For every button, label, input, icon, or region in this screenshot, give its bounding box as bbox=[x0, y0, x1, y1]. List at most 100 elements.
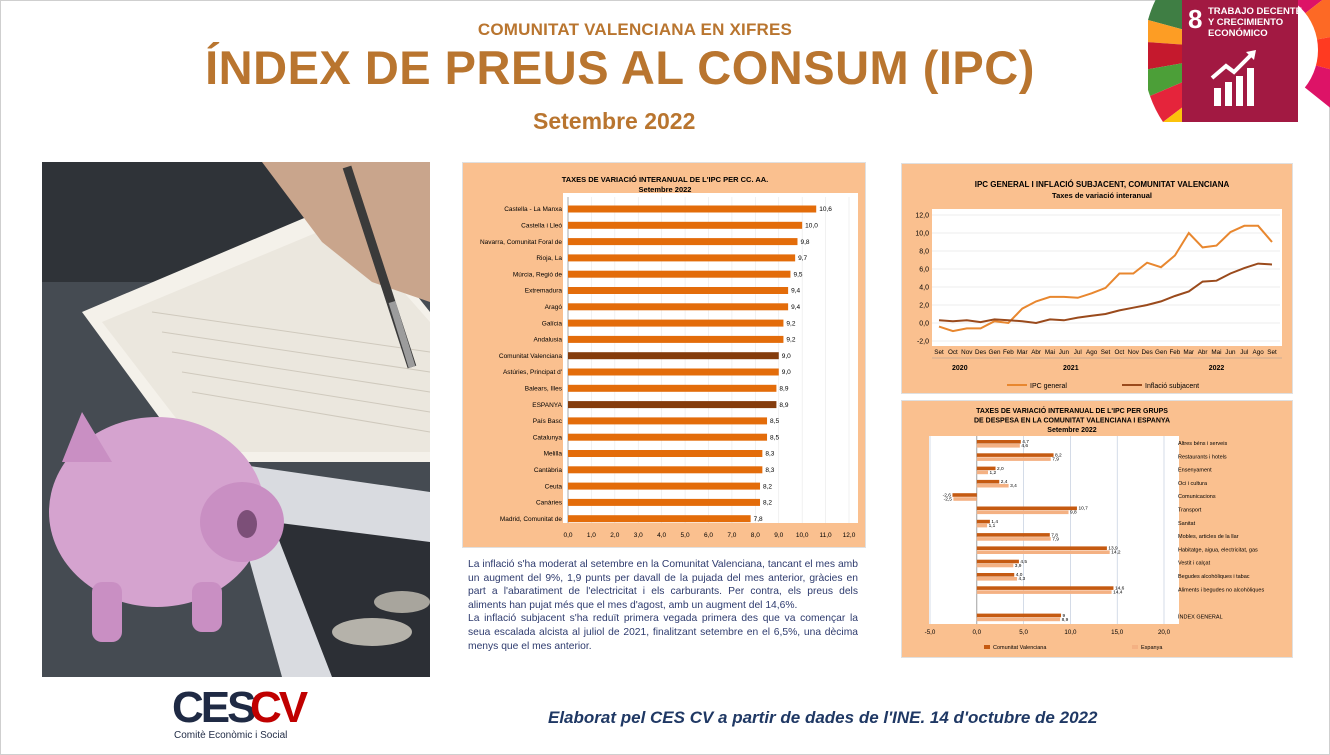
y-tick-label: 8,0 bbox=[919, 249, 929, 256]
value-label: 13,9 bbox=[1108, 546, 1118, 552]
y-tick-label: 0,0 bbox=[919, 321, 929, 328]
bar bbox=[976, 563, 1014, 568]
bar bbox=[976, 577, 1018, 581]
value-label: 7,9 bbox=[1052, 457, 1059, 463]
year-label: 2022 bbox=[1209, 365, 1225, 372]
x-tick-label: Des bbox=[975, 349, 986, 356]
value-label: 9,4 bbox=[791, 304, 800, 311]
x-tick-label: Oct bbox=[948, 349, 958, 356]
value-label: 3,4 bbox=[1010, 483, 1017, 489]
x-tick-label: 11,0 bbox=[819, 532, 832, 539]
x-tick-label: 4,0 bbox=[657, 532, 666, 539]
x-tick-label: 15,0 bbox=[1111, 629, 1124, 636]
value-label: 4,0 bbox=[1016, 572, 1023, 578]
x-tick-label: 10,0 bbox=[1064, 629, 1077, 636]
plot-area bbox=[929, 436, 1179, 624]
x-tick-label: Ago bbox=[1086, 349, 1098, 356]
ipc-line-chart-panel: IPC GENERAL I INFLACIÓ SUBJACENT, COMUNI… bbox=[901, 163, 1293, 394]
bar bbox=[976, 457, 1051, 461]
bar bbox=[568, 417, 768, 425]
category-label: Castella i Lleó bbox=[521, 223, 562, 230]
value-label: 8,5 bbox=[770, 418, 779, 425]
groups-bar-chart: TAXES DE VARIACIÓ INTERANUAL DE L'IPC PE… bbox=[925, 406, 1265, 651]
year-label: 2020 bbox=[952, 365, 968, 372]
value-label: 9,2 bbox=[786, 337, 795, 344]
x-tick-label: Gen bbox=[1155, 349, 1167, 356]
x-tick-label: Feb bbox=[1003, 349, 1014, 356]
bar bbox=[952, 493, 977, 497]
bar bbox=[568, 205, 817, 213]
x-tick-label: Mai bbox=[1045, 349, 1055, 356]
category-label: Balears, Illes bbox=[525, 386, 563, 393]
category-label: Vestit i calçat bbox=[1178, 561, 1211, 567]
value-label: 8,3 bbox=[765, 467, 774, 474]
x-tick-label: Set bbox=[1101, 349, 1111, 356]
category-label: Comunicacions bbox=[1178, 494, 1216, 500]
x-tick-label: Nov bbox=[1128, 349, 1140, 356]
bar bbox=[976, 444, 1020, 448]
x-tick-label: 10,0 bbox=[796, 532, 809, 539]
value-label: 9,8 bbox=[1070, 510, 1077, 516]
bar bbox=[568, 482, 761, 490]
value-label: 1,1 bbox=[989, 523, 996, 529]
bar bbox=[976, 573, 1015, 577]
category-label: Canàries bbox=[536, 500, 563, 507]
piggy-bank-photo bbox=[42, 162, 430, 677]
bar bbox=[953, 497, 977, 501]
y-tick-label: -2,0 bbox=[917, 339, 929, 346]
value-label: 8,9 bbox=[779, 386, 788, 393]
category-label: Mobles, articles de la llar bbox=[1178, 534, 1239, 540]
x-tick-label: Jun bbox=[1059, 349, 1070, 356]
bar bbox=[568, 466, 763, 474]
y-tick-label: 6,0 bbox=[919, 267, 929, 274]
bar bbox=[976, 479, 1000, 484]
bar bbox=[568, 433, 768, 441]
year-label: 2021 bbox=[1063, 365, 1079, 372]
x-tick-label: Ago bbox=[1253, 349, 1265, 356]
x-tick-label: 20,0 bbox=[1158, 629, 1171, 636]
page-title: ÍNDEX DE PREUS AL CONSUM (IPC) bbox=[205, 41, 1035, 94]
category-label: Aragó bbox=[545, 304, 563, 311]
value-label: 8,2 bbox=[1055, 453, 1062, 459]
bar bbox=[976, 590, 1112, 594]
series-line bbox=[938, 262, 1273, 325]
bar bbox=[976, 470, 989, 475]
legend-swatch bbox=[1132, 645, 1138, 649]
value-label: -2,6 bbox=[943, 492, 952, 498]
x-tick-label: Set bbox=[1267, 349, 1277, 356]
value-label: 9,0 bbox=[782, 369, 791, 376]
value-label: 9,2 bbox=[786, 320, 795, 327]
bar bbox=[976, 440, 1021, 444]
value-label: 8,5 bbox=[770, 434, 779, 441]
category-label: Ceuta bbox=[545, 483, 563, 490]
x-tick-label: Abr bbox=[1031, 349, 1041, 356]
value-label: 4,5 bbox=[1020, 559, 1027, 565]
groups-bar-chart-panel: TAXES DE VARIACIÓ INTERANUAL DE L'IPC PE… bbox=[901, 400, 1293, 658]
x-tick-label: 5,0 bbox=[681, 532, 690, 539]
bar bbox=[976, 617, 1061, 622]
x-tick-label: 9,0 bbox=[774, 532, 783, 539]
x-tick-label: Mar bbox=[1017, 349, 1028, 356]
bar bbox=[976, 510, 1069, 515]
value-label: 8,3 bbox=[765, 451, 774, 458]
bar bbox=[976, 523, 988, 528]
x-tick-label: Abr bbox=[1198, 349, 1208, 356]
value-label: 3,9 bbox=[1015, 563, 1022, 569]
bar bbox=[568, 498, 761, 506]
category-label: ÍNDEX GENERAL bbox=[1178, 614, 1223, 621]
category-label: Comunitat Valenciana bbox=[499, 353, 562, 360]
bar bbox=[568, 352, 779, 360]
bar bbox=[568, 303, 789, 311]
bar bbox=[976, 533, 1050, 537]
category-label: Astúries, Principat d' bbox=[503, 369, 562, 376]
body-paragraph-1: La inflació s'ha moderat al setembre en … bbox=[468, 559, 858, 611]
header-kicker: COMUNITAT VALENCIANA EN XIFRES bbox=[477, 20, 793, 39]
value-label: 8,2 bbox=[763, 483, 772, 490]
category-label: Galícia bbox=[542, 320, 563, 327]
category-label: País Basc bbox=[533, 418, 563, 425]
value-label: 14,2 bbox=[1111, 550, 1121, 556]
y-tick-label: 10,0 bbox=[915, 231, 929, 238]
x-tick-label: 3,0 bbox=[634, 532, 643, 539]
x-tick-label: 0,0 bbox=[563, 532, 572, 539]
category-label: Madrid, Comunitat de bbox=[500, 516, 563, 523]
